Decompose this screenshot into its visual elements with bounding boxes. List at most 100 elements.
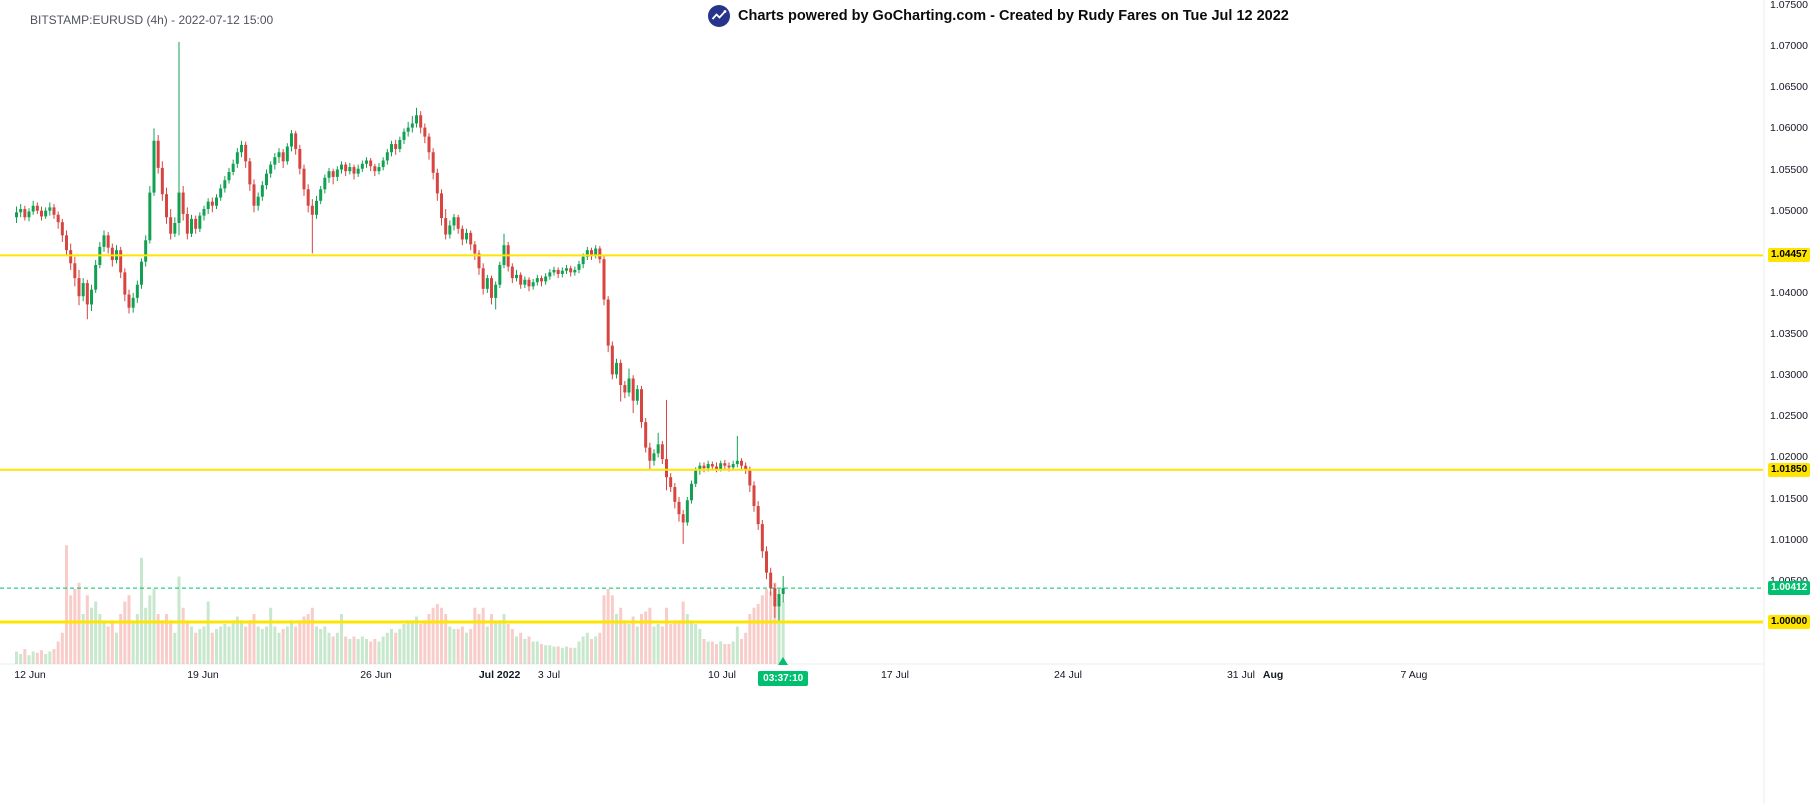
volume-bar (677, 620, 681, 664)
candle-body (198, 215, 202, 229)
volume-bar (27, 655, 31, 664)
candle-body (273, 157, 277, 165)
volume-bar (310, 607, 314, 664)
volume-bar (227, 626, 231, 664)
volume-bar (765, 589, 769, 664)
candle-body (644, 422, 648, 448)
volume-bar (240, 620, 244, 664)
volume-bar (415, 616, 419, 664)
candle-body (81, 283, 85, 297)
volume-bar (60, 632, 64, 664)
candle-body (477, 253, 481, 269)
candle-body (148, 192, 152, 241)
candle-body (544, 276, 548, 282)
volume-bar (702, 639, 706, 664)
candle-body (565, 268, 569, 271)
candle-body (398, 139, 402, 149)
candle-body (673, 487, 677, 502)
price-tick-label: 1.01000 (1770, 533, 1808, 546)
candle-body (152, 140, 156, 193)
candle-body (577, 264, 581, 270)
volume-bar (94, 601, 98, 664)
volume-bar (385, 632, 389, 664)
volume-bar (673, 620, 677, 664)
candle-body (760, 524, 764, 552)
candle-body (731, 464, 735, 468)
gocharting-logo-icon (708, 5, 730, 27)
time-tick-label: Aug (1262, 669, 1284, 681)
volume-bar (323, 626, 327, 664)
volume-bar (115, 632, 119, 664)
volume-bar (731, 641, 735, 664)
price-axis[interactable]: 1.07500 1.07000 1.06500 1.06000 1.05500 1.050… (1766, 0, 1813, 804)
candle-body (748, 469, 752, 486)
volume-bar (410, 620, 414, 664)
volume-bar (406, 620, 410, 664)
volume-bar (706, 641, 710, 664)
candle-body (440, 193, 444, 219)
candle-body (177, 192, 181, 224)
candle-body (348, 167, 352, 172)
volume-bar (419, 624, 423, 664)
volume-bar (627, 624, 631, 664)
volume-bar (560, 647, 564, 664)
candle-body (423, 127, 427, 137)
candle-body (740, 460, 744, 466)
volume-bar (435, 604, 439, 664)
volume-bar (110, 620, 114, 664)
candle-body (394, 144, 398, 149)
candle-body (106, 235, 110, 248)
volume-bar (431, 607, 435, 664)
volume-bar (623, 620, 627, 664)
volume-bar (290, 620, 294, 664)
candle-body (377, 167, 381, 172)
time-axis[interactable]: 12 Jun 19 Jun 26 Jun Jul 2022 3 Jul 10 Jul 17 … (0, 664, 1766, 694)
price-tick-label: 1.02500 (1770, 410, 1808, 423)
candle-body (90, 289, 94, 305)
price-tick-label: 1.05000 (1770, 204, 1808, 217)
volume-bar (269, 607, 273, 664)
volume-bar (352, 636, 356, 664)
candle-body (773, 588, 777, 607)
candle-body (335, 169, 339, 177)
volume-bar (527, 636, 531, 664)
candle-body (727, 465, 731, 468)
volume-bar (306, 614, 310, 664)
candle-body (319, 189, 323, 201)
volume-bar (710, 641, 714, 664)
candle-body (594, 248, 598, 256)
volume-bar (631, 616, 635, 664)
candle-body (331, 171, 335, 177)
candle-body (523, 279, 527, 285)
price-tick-label: 1.06500 (1770, 81, 1808, 94)
candle-body (315, 200, 319, 215)
volume-bar (319, 629, 323, 664)
candle-body (698, 465, 702, 471)
candle-body (135, 284, 139, 298)
volume-bar (98, 614, 102, 664)
candle-body (640, 389, 644, 423)
candle-body (552, 269, 556, 273)
candle-body (65, 235, 69, 251)
candle-body (427, 136, 431, 153)
candle-body (385, 152, 389, 161)
volume-bar (260, 629, 264, 664)
volume-bar (127, 595, 131, 664)
volume-bar (390, 629, 394, 664)
volume-bar (519, 632, 523, 664)
candle-body (527, 279, 531, 287)
volume-bar (198, 629, 202, 664)
candle-body (752, 485, 756, 507)
candle-body (735, 460, 739, 465)
volume-bar (423, 620, 427, 664)
candle-body (127, 294, 131, 308)
candle-body (373, 166, 377, 172)
candle-body (160, 167, 164, 195)
volume-bar (619, 607, 623, 664)
volume-bar (106, 626, 110, 664)
volume-bar (498, 620, 502, 664)
volume-bar (594, 636, 598, 664)
candle-body (635, 389, 639, 401)
